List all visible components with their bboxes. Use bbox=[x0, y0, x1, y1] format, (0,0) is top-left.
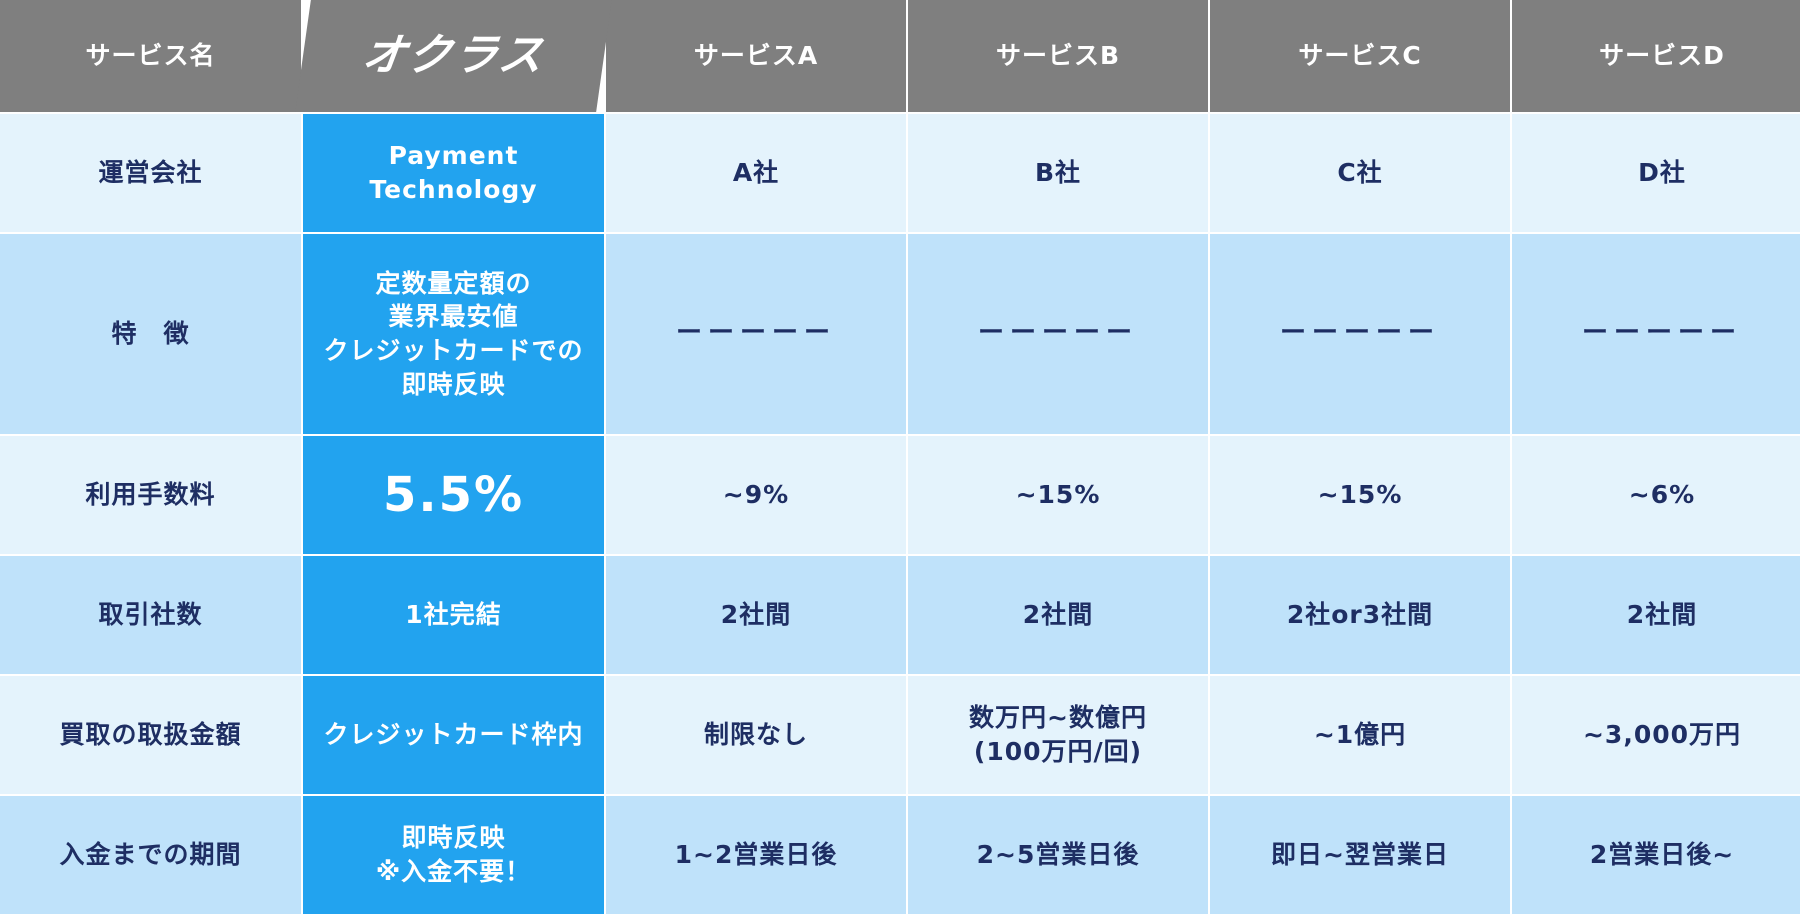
header-service-a: サービスA bbox=[606, 0, 906, 112]
row-label-amount: 買取の取扱金額 bbox=[0, 676, 301, 794]
row-label-period: 入金までの期間 bbox=[0, 796, 301, 914]
cell-company-b: B社 bbox=[908, 114, 1208, 232]
cell-features-d: ーーーーー bbox=[1512, 234, 1800, 434]
row-label-fee: 利用手数料 bbox=[0, 436, 301, 554]
header-service-c: サービスC bbox=[1210, 0, 1510, 112]
row-label-company: 運営会社 bbox=[0, 114, 301, 232]
cell-features-b: ーーーーー bbox=[908, 234, 1208, 434]
cell-company-d: D社 bbox=[1512, 114, 1800, 232]
cell-features-a: ーーーーー bbox=[606, 234, 906, 434]
cell-period-c: 即日~翌営業日 bbox=[1210, 796, 1510, 914]
cell-fee-b: ~15% bbox=[908, 436, 1208, 554]
cell-amount-b: 数万円~数億円 (100万円/回) bbox=[908, 676, 1208, 794]
cell-company-c: C社 bbox=[1210, 114, 1510, 232]
featured-company: Payment Technology bbox=[303, 114, 604, 232]
header-service-b: サービスB bbox=[908, 0, 1208, 112]
cell-amount-a: 制限なし bbox=[606, 676, 906, 794]
featured-period: 即時反映 ※入金不要！ bbox=[303, 796, 604, 914]
featured-fee: 5.5% bbox=[303, 436, 604, 554]
cell-period-b: 2~5営業日後 bbox=[908, 796, 1208, 914]
header-label: サービス名 bbox=[0, 0, 301, 112]
cell-fee-c: ~15% bbox=[1210, 436, 1510, 554]
cell-parties-b: 2社間 bbox=[908, 556, 1208, 674]
featured-features: 定数量定額の 業界最安値 クレジットカードでの 即時反映 bbox=[303, 234, 604, 434]
featured-parties: 1社完結 bbox=[303, 556, 604, 674]
row-label-parties: 取引社数 bbox=[0, 556, 301, 674]
cell-fee-d: ~6% bbox=[1512, 436, 1800, 554]
header-service-d: サービスD bbox=[1512, 0, 1800, 112]
okurasu-logo: オクラス bbox=[295, 0, 612, 112]
cell-parties-a: 2社間 bbox=[606, 556, 906, 674]
cell-fee-a: ~9% bbox=[606, 436, 906, 554]
cell-amount-d: ~3,000万円 bbox=[1512, 676, 1800, 794]
cell-parties-c: 2社or3社間 bbox=[1210, 556, 1510, 674]
cell-amount-c: ~1億円 bbox=[1210, 676, 1510, 794]
cell-company-a: A社 bbox=[606, 114, 906, 232]
cell-parties-d: 2社間 bbox=[1512, 556, 1800, 674]
cell-features-c: ーーーーー bbox=[1210, 234, 1510, 434]
cell-period-a: 1~2営業日後 bbox=[606, 796, 906, 914]
row-label-features: 特 徴 bbox=[0, 234, 301, 434]
featured-amount: クレジットカード枠内 bbox=[303, 676, 604, 794]
cell-period-d: 2営業日後~ bbox=[1512, 796, 1800, 914]
